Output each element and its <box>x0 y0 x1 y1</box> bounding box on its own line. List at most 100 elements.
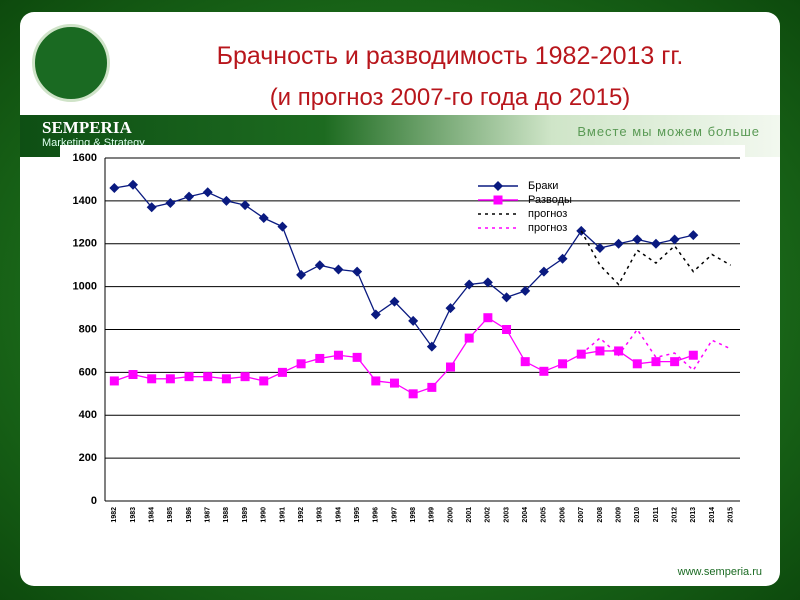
marker <box>203 372 213 382</box>
marker <box>389 296 400 307</box>
marker <box>427 382 437 392</box>
marker <box>501 292 512 303</box>
marker <box>614 346 624 356</box>
legend-label: Разводы <box>528 194 572 206</box>
legend-label: прогноз <box>528 222 567 234</box>
x-tick-label: 1998 <box>410 507 417 523</box>
x-tick-label: 1992 <box>298 507 305 523</box>
y-tick-label: 400 <box>79 409 97 421</box>
x-tick-label: 1990 <box>261 507 268 523</box>
marker <box>502 325 512 334</box>
x-tick-label: 2012 <box>671 507 678 523</box>
marker <box>333 350 343 360</box>
x-tick-label: 1997 <box>391 507 398 523</box>
marker <box>240 200 251 211</box>
marker <box>277 367 287 377</box>
marker <box>296 359 306 369</box>
y-tick-label: 200 <box>79 452 97 464</box>
x-tick-label: 1982 <box>111 507 118 523</box>
marker <box>296 269 307 280</box>
slogan: Вместе мы можем больше <box>577 124 760 139</box>
marker <box>128 370 138 380</box>
marker <box>613 238 624 249</box>
marker <box>370 309 381 320</box>
y-tick-label: 1600 <box>73 152 97 164</box>
marker <box>221 374 231 384</box>
y-tick-label: 1000 <box>73 281 97 293</box>
x-tick-label: 2015 <box>728 507 735 523</box>
marker <box>688 230 699 241</box>
subtitle: (и прогноз 2007-го года до 2015) <box>269 84 631 111</box>
x-tick-label: 1986 <box>186 507 193 523</box>
marker <box>520 285 531 296</box>
x-tick-label: 2007 <box>578 507 585 523</box>
x-tick-label: 2014 <box>709 507 716 523</box>
x-tick-label: 1994 <box>335 507 342 523</box>
title: Брачность и разводимость 1982-2013 гг. <box>216 42 684 70</box>
marker <box>669 234 680 245</box>
x-tick-label: 2006 <box>559 507 566 523</box>
marker <box>520 357 530 367</box>
marker <box>464 279 475 290</box>
marker <box>426 341 437 352</box>
marker <box>314 260 325 271</box>
marker <box>240 372 250 382</box>
marker <box>651 357 661 367</box>
marker <box>632 359 642 369</box>
legend-label: Браки <box>528 180 558 192</box>
logo <box>32 24 110 102</box>
marker <box>408 315 419 326</box>
y-tick-label: 600 <box>79 366 97 378</box>
marker <box>389 378 399 388</box>
marker <box>594 243 605 254</box>
y-tick-label: 1400 <box>73 195 97 207</box>
y-tick-label: 800 <box>79 323 97 335</box>
x-tick-label: 1984 <box>149 507 156 523</box>
x-tick-label: 1988 <box>223 507 230 523</box>
x-tick-label: 1983 <box>130 507 137 523</box>
legend-marker <box>493 195 503 205</box>
marker <box>109 183 120 194</box>
x-tick-label: 1996 <box>373 507 380 523</box>
x-tick-label: 1999 <box>429 507 436 523</box>
marker <box>632 234 643 245</box>
marker <box>650 238 661 249</box>
marker <box>184 191 195 202</box>
marker <box>202 187 213 198</box>
marker <box>371 376 381 386</box>
marker <box>165 198 176 209</box>
x-tick-label: 2002 <box>485 507 492 523</box>
marker <box>408 389 418 399</box>
marker <box>445 303 456 314</box>
marker <box>128 179 139 190</box>
marker <box>446 362 456 372</box>
marker <box>146 202 157 213</box>
legend-marker <box>493 181 503 191</box>
footer: www.semperia.ru <box>677 566 762 578</box>
x-tick-label: 2009 <box>615 507 622 523</box>
series-line <box>580 230 732 286</box>
marker <box>483 313 493 323</box>
marker <box>595 346 605 356</box>
marker <box>315 353 325 363</box>
y-tick-label: 1200 <box>73 238 97 250</box>
x-tick-label: 1989 <box>242 507 249 523</box>
x-tick-label: 2013 <box>690 507 697 523</box>
x-tick-label: 2011 <box>653 507 660 522</box>
legend-label: прогноз <box>528 208 567 220</box>
x-tick-label: 2003 <box>503 507 510 523</box>
x-tick-label: 2008 <box>597 507 604 523</box>
series-line <box>580 328 731 372</box>
x-tick-label: 1987 <box>205 507 212 523</box>
x-tick-label: 2010 <box>634 507 641 523</box>
marker <box>557 253 568 264</box>
marker <box>352 266 363 277</box>
marker <box>109 376 119 386</box>
marker <box>165 374 175 384</box>
marker <box>147 374 157 384</box>
y-tick-label: 0 <box>91 495 97 507</box>
x-tick-label: 2001 <box>466 507 473 523</box>
marker <box>258 213 269 224</box>
